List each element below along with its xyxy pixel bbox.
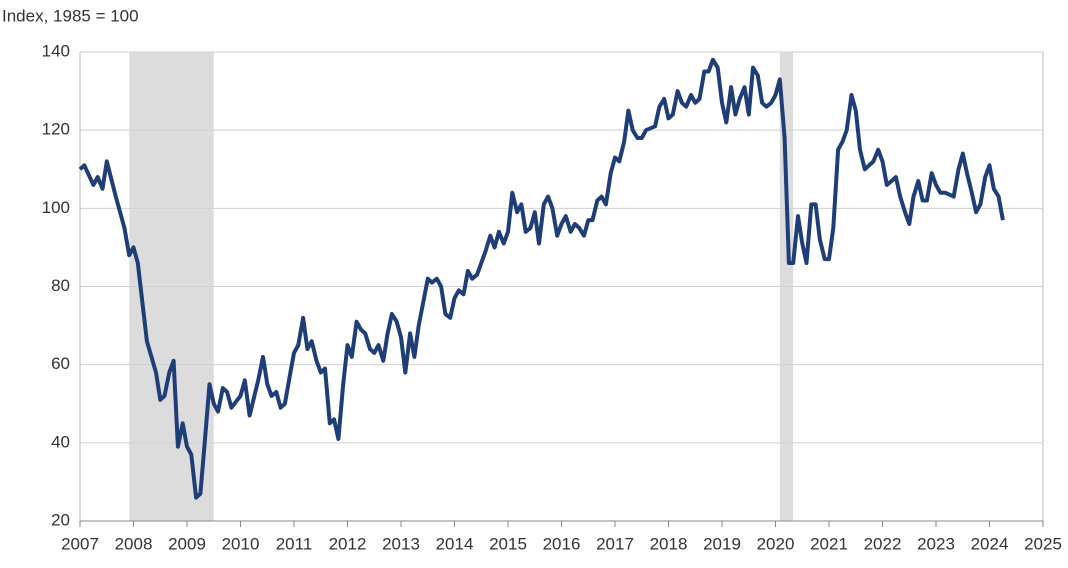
x-tick-label: 2018	[650, 534, 688, 553]
x-tick-label: 2024	[971, 534, 1009, 553]
x-tick-label: 2013	[382, 534, 420, 553]
x-tick-label: 2014	[436, 534, 474, 553]
y-tick-label: 20	[51, 510, 70, 529]
x-tick-label: 2007	[61, 534, 99, 553]
x-tick-label: 2022	[864, 534, 902, 553]
x-tick-label: 2010	[222, 534, 260, 553]
y-tick-label: 60	[51, 354, 70, 373]
x-tick-label: 2025	[1024, 534, 1062, 553]
y-tick-label: 100	[42, 198, 70, 217]
x-tick-label: 2015	[489, 534, 527, 553]
x-tick-label: 2023	[917, 534, 955, 553]
x-tick-label: 2019	[703, 534, 741, 553]
x-tick-label: 2008	[115, 534, 153, 553]
y-axis-label: Index, 1985 = 100	[2, 6, 139, 25]
x-tick-label: 2020	[757, 534, 795, 553]
x-tick-label: 2012	[329, 534, 367, 553]
x-tick-label: 2017	[596, 534, 634, 553]
x-tick-label: 2021	[810, 534, 848, 553]
x-tick-label: 2009	[168, 534, 206, 553]
y-tick-label: 140	[42, 41, 70, 60]
y-tick-label: 40	[51, 432, 70, 451]
x-tick-label: 2016	[543, 534, 581, 553]
x-tick-label: 2011	[276, 534, 313, 553]
y-tick-label: 80	[51, 276, 70, 295]
data-line	[78, 57, 1005, 500]
y-tick-label: 120	[42, 120, 70, 139]
